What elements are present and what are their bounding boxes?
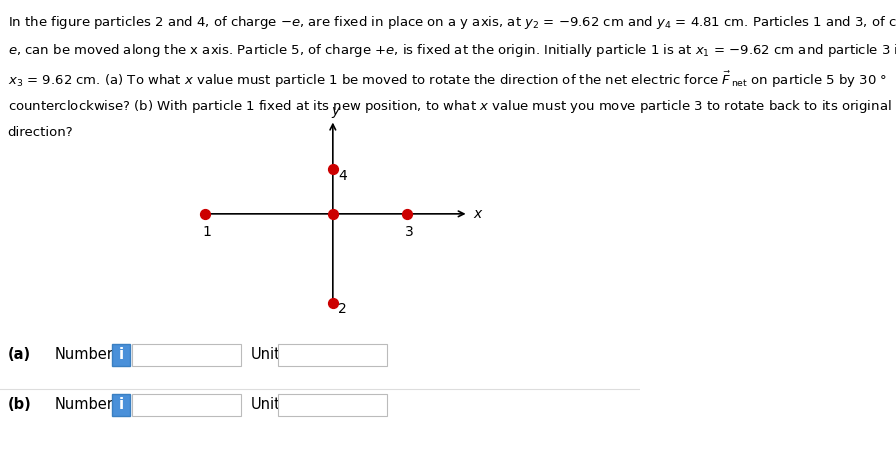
Text: (a): (a) — [8, 348, 30, 362]
Point — [400, 210, 414, 217]
FancyBboxPatch shape — [112, 394, 130, 416]
Text: In the figure particles 2 and 4, of charge $-e$, are fixed in place on a y axis,: In the figure particles 2 and 4, of char… — [8, 14, 896, 30]
FancyBboxPatch shape — [279, 344, 387, 366]
Text: counterclockwise? (b) With particle 1 fixed at its new position, to what $x$ val: counterclockwise? (b) With particle 1 fi… — [8, 98, 892, 115]
Text: Number: Number — [55, 348, 113, 362]
FancyBboxPatch shape — [133, 394, 241, 416]
Text: $x$: $x$ — [473, 207, 484, 221]
Text: $x_3$ = 9.62 cm. (a) To what $x$ value must particle 1 be moved to rotate the di: $x_3$ = 9.62 cm. (a) To what $x$ value m… — [8, 70, 887, 91]
FancyBboxPatch shape — [133, 344, 241, 366]
Text: Number: Number — [55, 398, 113, 412]
Text: i: i — [118, 398, 124, 412]
Text: 1: 1 — [202, 225, 211, 239]
Point — [198, 210, 212, 217]
Text: direction?: direction? — [8, 126, 73, 140]
Point — [325, 210, 340, 217]
Text: 2: 2 — [338, 302, 347, 316]
Text: (b): (b) — [8, 398, 31, 412]
Text: Units: Units — [251, 348, 289, 362]
Text: $y$: $y$ — [331, 106, 341, 120]
Text: 4: 4 — [338, 168, 347, 182]
Point — [325, 166, 340, 173]
Text: Units: Units — [251, 398, 289, 412]
Text: ∨: ∨ — [373, 350, 381, 360]
FancyBboxPatch shape — [112, 344, 130, 366]
Text: 3: 3 — [404, 225, 413, 239]
Text: $e$, can be moved along the x axis. Particle 5, of charge $+e$, is fixed at the : $e$, can be moved along the x axis. Part… — [8, 42, 896, 59]
Point — [325, 299, 340, 306]
Text: i: i — [118, 348, 124, 362]
Text: ∨: ∨ — [373, 400, 381, 410]
FancyBboxPatch shape — [279, 394, 387, 416]
